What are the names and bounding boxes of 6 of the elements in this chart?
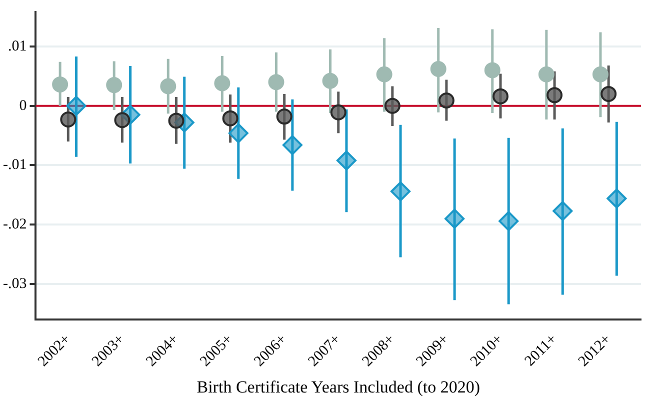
y-tick-label: -.03 <box>2 276 27 292</box>
y-tick-label: -.01 <box>2 157 27 174</box>
y-tick-label: -.02 <box>2 216 27 233</box>
y-tick-label: .01 <box>8 38 27 54</box>
x-axis-title: Birth Certificate Years Included (to 2020) <box>196 377 480 396</box>
y-tick-label: 0 <box>19 98 27 114</box>
